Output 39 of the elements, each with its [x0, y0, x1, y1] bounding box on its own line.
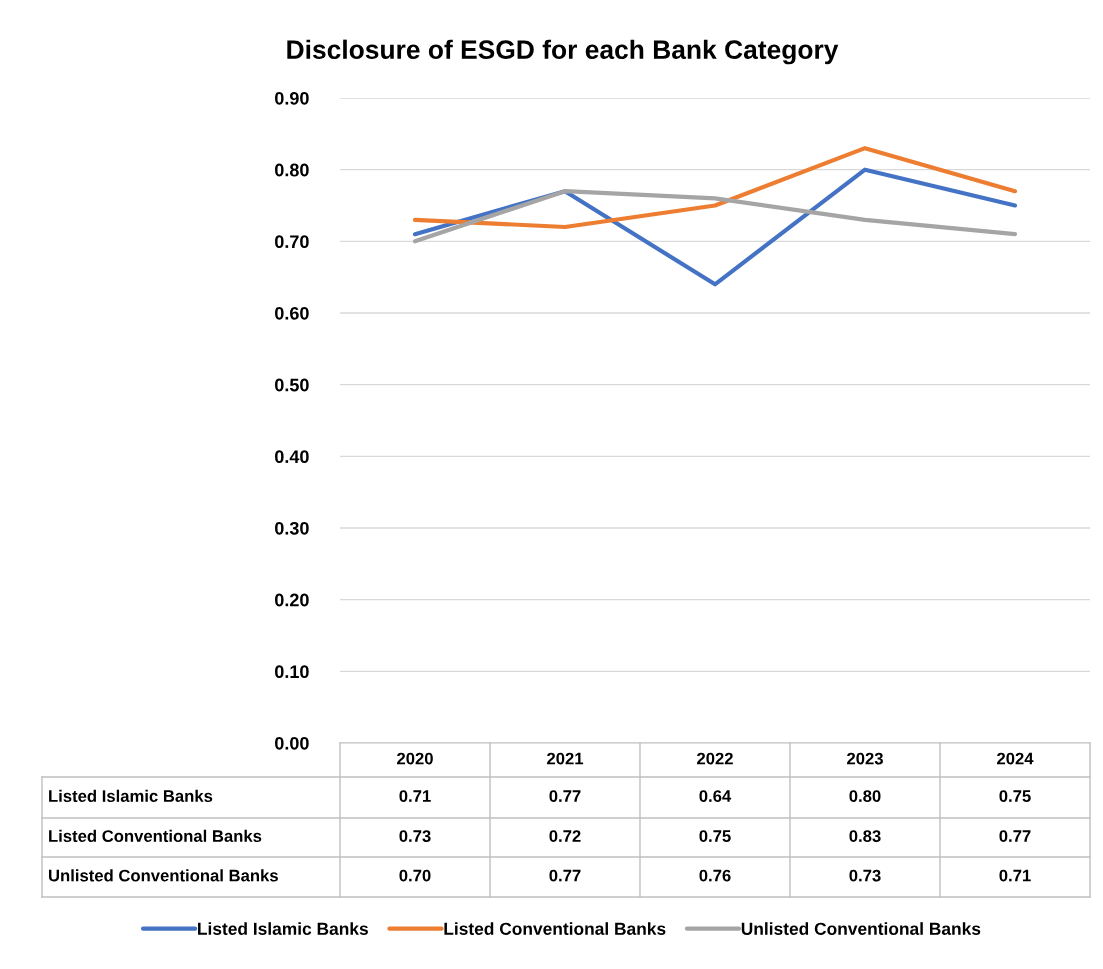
x-tick-label: 2022 — [697, 752, 733, 765]
y-tick-label: 0.30 — [275, 521, 309, 535]
data-label: 0.70 — [399, 869, 431, 882]
y-tick-label: 0.00 — [275, 736, 309, 750]
line-series — [412, 189, 1018, 244]
x-tick-label: 2024 — [997, 752, 1034, 765]
y-tick-label: 0.50 — [275, 378, 309, 392]
data-label: 0.77 — [999, 830, 1031, 842]
data-label: 0.77 — [549, 790, 581, 802]
x-tick-label: 2021 — [547, 752, 584, 765]
y-tick-label: 0.20 — [275, 593, 309, 607]
y-tick-label: 0.90 — [275, 91, 309, 105]
data-label: 0.83 — [849, 830, 881, 842]
text: Listed Islamic Banks — [49, 789, 213, 802]
text: Listed Conventional Banks — [49, 829, 262, 842]
data-label: 0.73 — [399, 830, 431, 842]
y-tick-label: 0.40 — [275, 450, 309, 464]
chart-title: Disclosure of ESGD for each Bank Category — [287, 39, 839, 65]
x-tick-label: 2020 — [397, 752, 433, 765]
data-label: 0.72 — [549, 830, 581, 842]
data-label: 0.75 — [999, 790, 1031, 802]
line-series — [412, 146, 1018, 230]
legend-label: Unlisted Conventional Banks — [741, 922, 981, 935]
data-label: 0.73 — [849, 869, 881, 882]
data-label: 0.71 — [399, 790, 431, 802]
legend-label: Listed Islamic Banks — [198, 922, 368, 935]
y-tick-label: 0.60 — [275, 306, 309, 320]
text: Unlisted Conventional Banks — [49, 869, 278, 882]
data-label: 0.75 — [699, 830, 731, 842]
y-tick-label: 0.10 — [275, 665, 309, 679]
data-label: 0.76 — [699, 869, 731, 882]
y-tick-label: 0.80 — [275, 163, 309, 177]
legend-label: Listed Conventional Banks — [444, 922, 666, 935]
data-label: 0.77 — [549, 869, 581, 882]
data-label: 0.80 — [849, 790, 881, 802]
y-tick-label: 0.70 — [275, 235, 309, 249]
data-label: 0.71 — [999, 869, 1031, 882]
data-label: 0.64 — [699, 790, 732, 802]
x-tick-label: 2023 — [847, 752, 883, 765]
